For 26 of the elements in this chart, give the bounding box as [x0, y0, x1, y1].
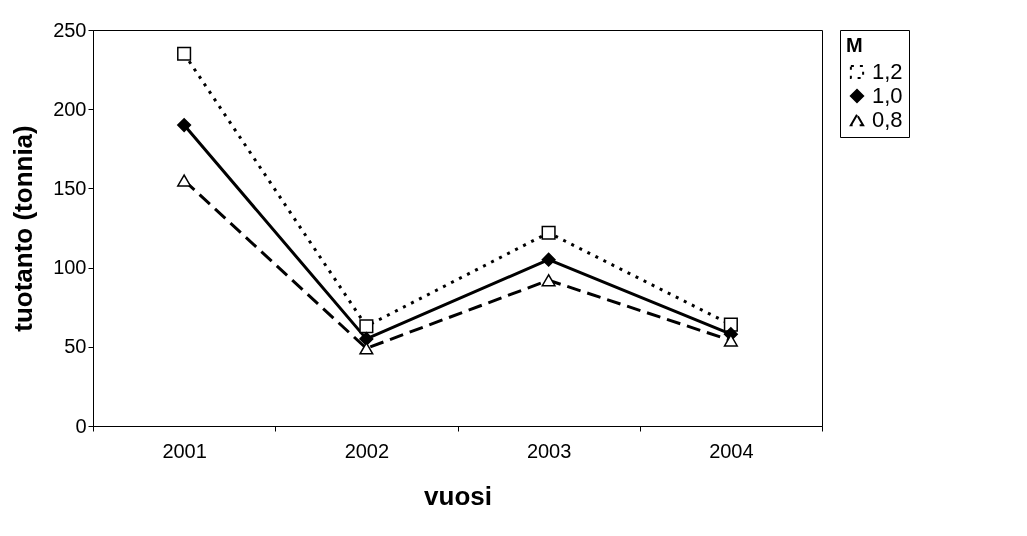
legend-label: 1,2	[872, 59, 903, 84]
point	[359, 319, 374, 334]
legend-title: M	[846, 34, 863, 56]
point	[359, 342, 374, 355]
x-tick-label: 2003	[526, 439, 572, 462]
point	[723, 334, 738, 347]
point	[177, 117, 192, 133]
point	[177, 46, 192, 61]
point	[359, 331, 374, 346]
y-tick-label: 0	[75, 414, 87, 437]
y-tick-label: 100	[53, 256, 87, 279]
x-axis-title: vuosi	[424, 480, 492, 511]
point	[541, 252, 556, 267]
legend-label: 1,0	[872, 83, 903, 108]
x-tick-label: 2001	[162, 439, 207, 462]
y-tick-label: 200	[53, 97, 87, 120]
y-axis-title: tuotanto (tonnia)	[8, 125, 39, 332]
point	[177, 174, 192, 187]
x-tick-label: 2002	[344, 439, 390, 462]
y-tick-label: 250	[53, 18, 87, 41]
legend-label: 0,8	[872, 107, 903, 132]
point	[541, 225, 556, 240]
y-tick-label: 150	[53, 176, 87, 199]
point	[541, 274, 556, 287]
x-tick-label: 2004	[709, 439, 754, 462]
y-tick-label: 50	[64, 335, 87, 358]
